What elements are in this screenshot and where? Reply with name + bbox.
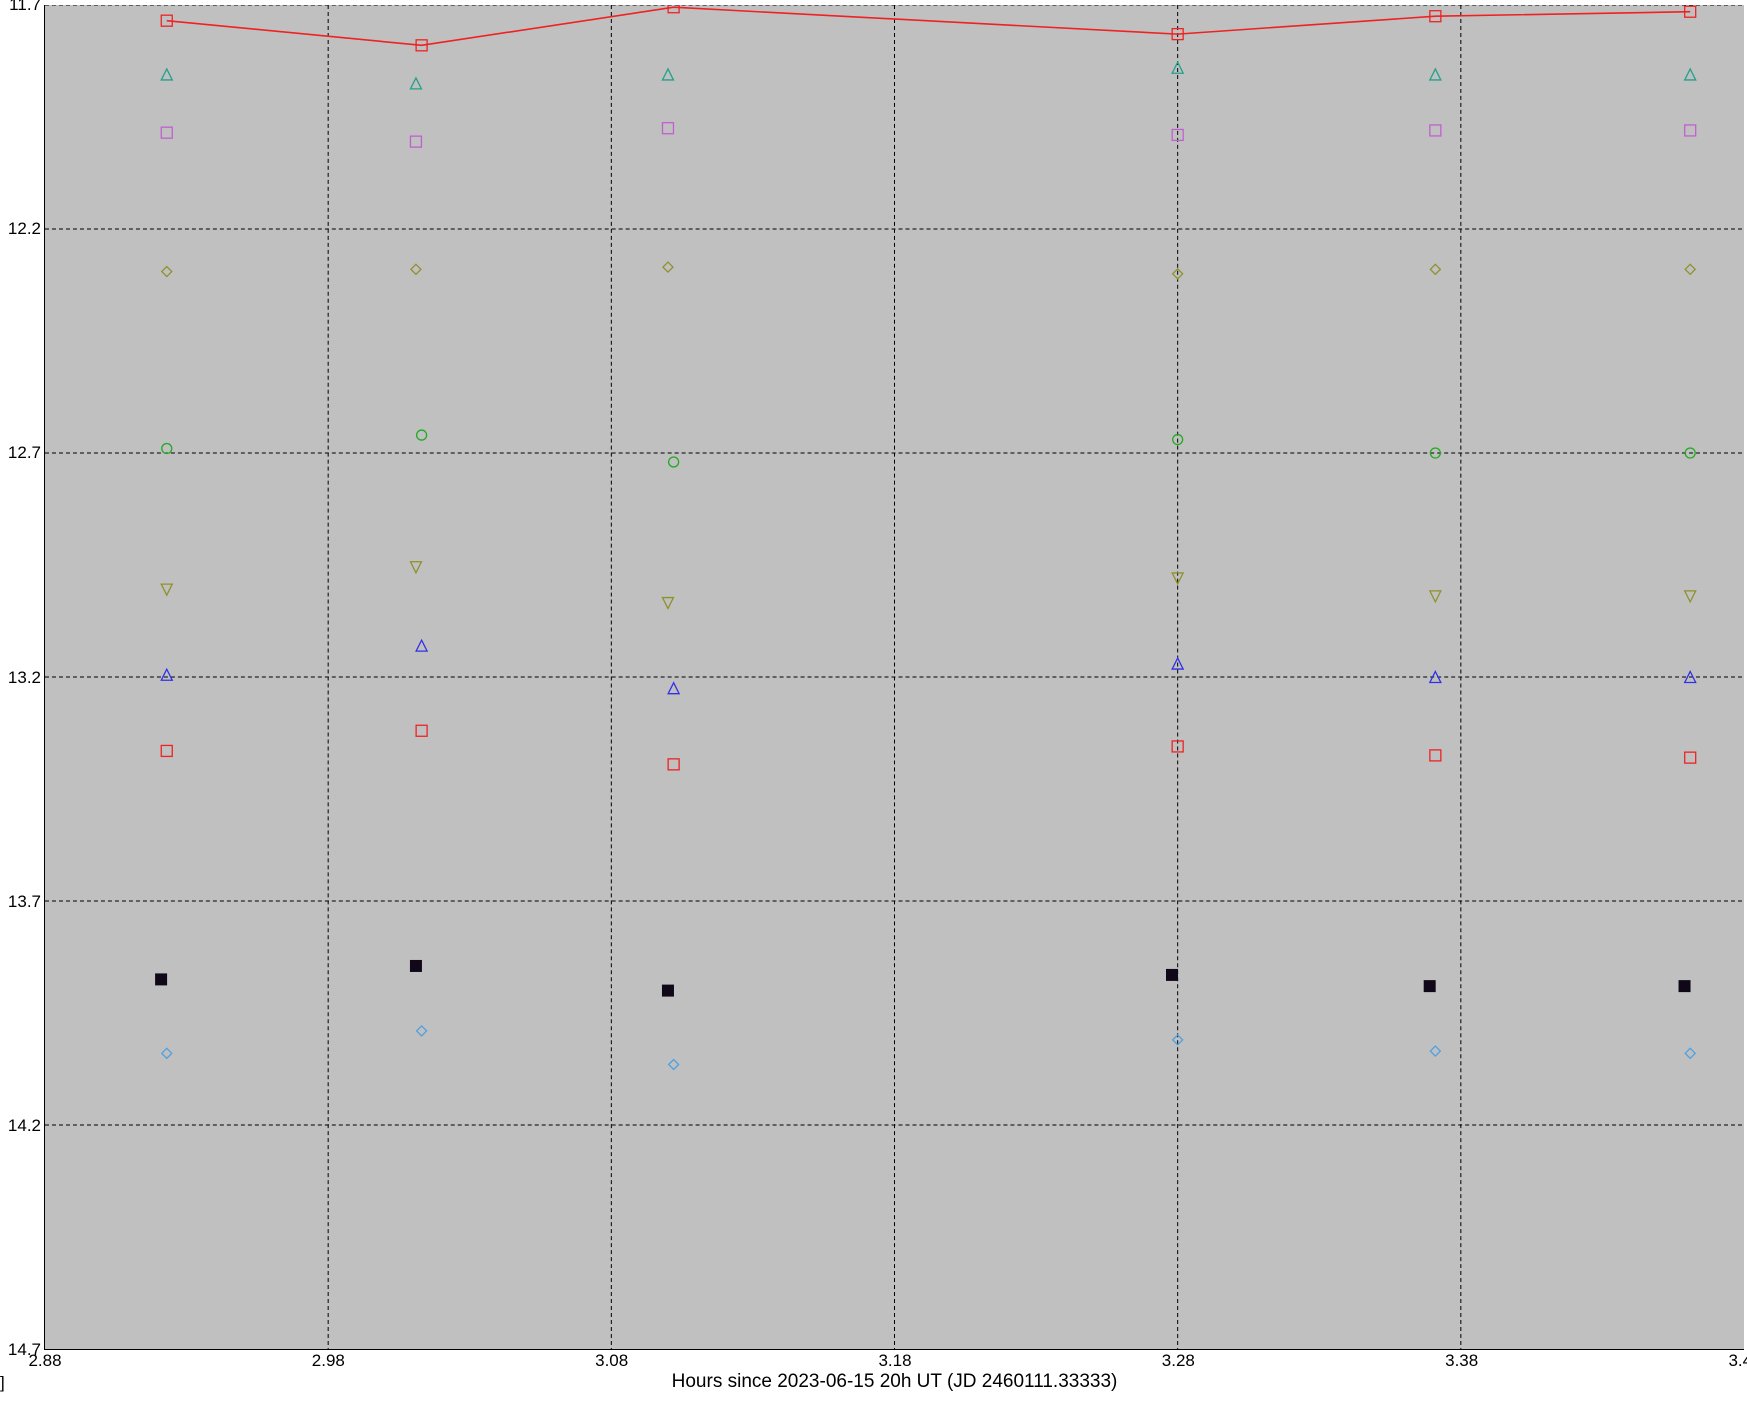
data-point: [1685, 752, 1696, 763]
data-point: [663, 262, 673, 272]
data-point: [416, 640, 427, 651]
y-tick-label: 12.7: [8, 443, 41, 463]
data-point: [1685, 264, 1695, 274]
corner-bracket: ]: [0, 1373, 5, 1393]
data-point: [1172, 62, 1183, 73]
data-point: [1167, 969, 1178, 980]
data-point: [1430, 69, 1441, 80]
data-point: [410, 960, 421, 971]
data-point: [162, 444, 172, 454]
data-point: [161, 745, 172, 756]
data-point: [156, 974, 167, 985]
data-point: [416, 40, 427, 51]
y-tick-label: 11.7: [9, 0, 41, 15]
data-point: [1430, 264, 1440, 274]
data-point: [1430, 11, 1441, 22]
data-point: [161, 669, 172, 680]
data-point: [1430, 750, 1441, 761]
data-point: [161, 69, 172, 80]
data-point: [668, 5, 679, 13]
data-point: [1430, 448, 1440, 458]
x-tick-label: 3.08: [595, 1351, 628, 1371]
data-point: [1173, 1035, 1183, 1045]
data-point: [1685, 448, 1695, 458]
data-point: [1679, 981, 1690, 992]
data-point: [417, 430, 427, 440]
plot-area: 11.712.212.713.213.714.214.72.882.983.08…: [44, 5, 1744, 1350]
data-point: [669, 1060, 679, 1070]
x-tick-label: 2.88: [28, 1351, 61, 1371]
y-tick-label: 12.2: [8, 219, 41, 239]
data-point: [161, 127, 172, 138]
data-point: [669, 457, 679, 467]
data-point: [1172, 129, 1183, 140]
data-point: [1430, 1046, 1440, 1056]
data-point: [1685, 1048, 1695, 1058]
data-point: [1173, 269, 1183, 279]
data-point: [162, 267, 172, 277]
data-point: [161, 15, 172, 26]
x-tick-label: 3.18: [878, 1351, 911, 1371]
data-point: [1685, 6, 1696, 17]
data-point: [668, 759, 679, 770]
x-tick-label: 3.28: [1162, 1351, 1195, 1371]
data-point: [161, 584, 172, 595]
data-point: [411, 264, 421, 274]
plot-svg: [45, 5, 1744, 1349]
data-point: [1173, 435, 1183, 445]
data-point: [1430, 672, 1441, 683]
data-point: [1172, 741, 1183, 752]
data-point: [1424, 981, 1435, 992]
y-tick-label: 13.7: [8, 892, 41, 912]
data-point: [1430, 591, 1441, 602]
data-point: [662, 69, 673, 80]
data-point: [1172, 658, 1183, 669]
data-point: [1685, 591, 1696, 602]
data-point: [410, 136, 421, 147]
x-tick-label: 2.98: [312, 1351, 345, 1371]
data-point: [416, 725, 427, 736]
data-point: [662, 985, 673, 996]
data-point: [662, 598, 673, 609]
data-point: [410, 78, 421, 89]
data-point: [668, 683, 679, 694]
chart-container: 11.712.212.713.213.714.214.72.882.983.08…: [0, 0, 1747, 1403]
x-tick-label: 3.38: [1445, 1351, 1478, 1371]
y-tick-label: 14.2: [8, 1116, 41, 1136]
data-point: [410, 562, 421, 573]
data-point: [662, 123, 673, 134]
data-point: [1430, 125, 1441, 136]
data-point: [417, 1026, 427, 1036]
x-axis-label: Hours since 2023-06-15 20h UT (JD 246011…: [672, 1371, 1118, 1393]
data-point: [1685, 69, 1696, 80]
data-point: [162, 1048, 172, 1058]
x-tick-label: 3.48: [1728, 1351, 1747, 1371]
data-point: [1685, 672, 1696, 683]
y-tick-label: 13.2: [8, 668, 41, 688]
data-point: [1685, 125, 1696, 136]
data-point: [1172, 573, 1183, 584]
data-point: [1172, 29, 1183, 40]
